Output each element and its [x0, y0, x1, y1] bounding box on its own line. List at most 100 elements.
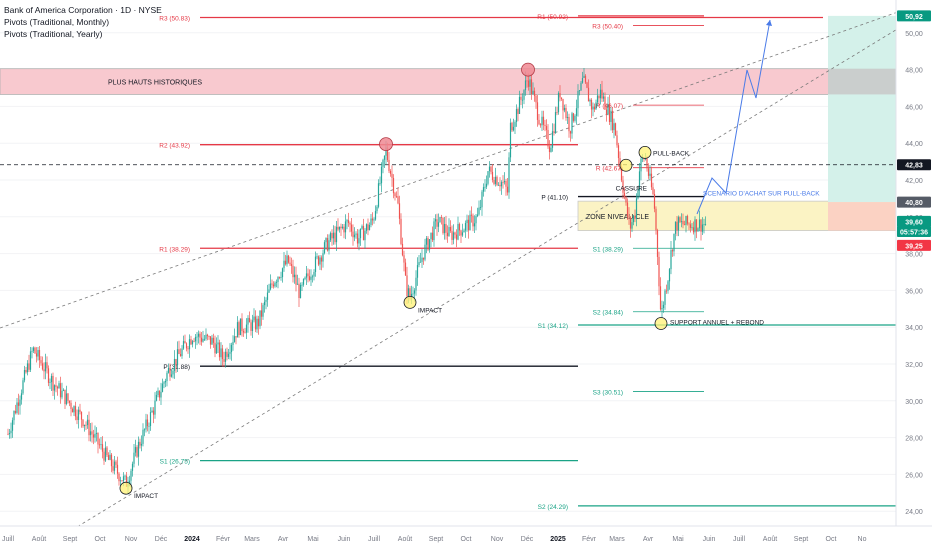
candle-body [598, 95, 600, 99]
pivot-level-label: R2 (43.92) [159, 143, 190, 150]
candle-body [541, 116, 543, 126]
candle-body [623, 192, 626, 197]
candle-body [554, 112, 557, 133]
candle-body [655, 208, 657, 231]
candle-body [118, 473, 120, 482]
candle-body [416, 265, 419, 278]
time-tick-label: 2024 [184, 536, 200, 543]
indicator-yearly-pivots[interactable]: Pivots (Traditional, Yearly) [4, 29, 103, 39]
candle-body [188, 339, 191, 350]
candle-body [503, 180, 506, 183]
candle-body [587, 87, 590, 102]
candle-body [298, 283, 300, 299]
candle-body [467, 219, 470, 231]
candle-body [518, 96, 521, 114]
candle-body [641, 158, 644, 160]
price-label-text: 42,83 [905, 163, 923, 170]
candle-body [281, 268, 284, 278]
candle-body [488, 166, 491, 172]
candle-body [220, 348, 222, 358]
pivot-level-label: P (41.10) [541, 195, 568, 202]
candle-body [581, 78, 584, 83]
candle-body [424, 244, 426, 260]
candle-body [125, 475, 128, 487]
candle-body [181, 348, 183, 357]
candle-body [301, 284, 303, 286]
candle-body [269, 283, 272, 290]
candle-body [28, 363, 30, 370]
candle-body [7, 433, 9, 435]
time-tick-label: Juill [733, 536, 746, 543]
candle-body [577, 90, 579, 109]
candle-body [295, 274, 297, 285]
time-axis-bg [0, 526, 932, 550]
candle-body [349, 223, 351, 225]
candle-body [512, 126, 515, 131]
time-tick-label: Mars [244, 536, 260, 543]
candle-body [451, 230, 453, 240]
candle-body [500, 182, 503, 187]
scenario-path [696, 19, 771, 215]
candle-body [470, 214, 473, 216]
candle-body [638, 171, 641, 191]
candle-body [479, 207, 482, 209]
candle-body [619, 158, 621, 167]
candle-body [85, 424, 87, 426]
candle-body [376, 206, 378, 212]
candle-body [637, 190, 639, 199]
candle-body [527, 80, 530, 87]
candle-body [97, 432, 99, 445]
candle-body [92, 434, 95, 438]
candle-body [185, 343, 188, 349]
candle-body [565, 107, 567, 118]
candle-body [217, 342, 219, 345]
price-label-text: 39,25 [905, 243, 923, 250]
candle-body [547, 130, 549, 147]
candle-body [421, 257, 423, 262]
candle-body [499, 184, 501, 187]
candle-body [536, 102, 539, 120]
annotation-label: SUPPORT ANNUEL + REBOND [670, 320, 764, 327]
candle-body [397, 196, 399, 204]
candle-body [71, 408, 74, 413]
candle-body [578, 90, 581, 92]
candle-body [427, 238, 429, 250]
candle-body [586, 82, 588, 88]
candle-body [520, 96, 522, 100]
price-tick-label: 24,00 [905, 509, 923, 516]
candle-body [263, 301, 266, 306]
candle-body [329, 233, 332, 241]
candle-body [199, 333, 201, 338]
pivot-level-label: R3 (50.40) [592, 23, 623, 30]
price-tick-label: 34,00 [905, 325, 923, 332]
candle-body [328, 240, 330, 251]
candle-body [628, 216, 630, 218]
candle-body [692, 227, 695, 233]
candle-body [43, 369, 45, 372]
zone-overlap [828, 68, 896, 95]
candle-body [331, 233, 333, 239]
candle-body [196, 336, 198, 338]
indicator-monthly-pivots[interactable]: Pivots (Traditional, Monthly) [4, 17, 110, 27]
candle-body [223, 359, 225, 362]
candle-body [440, 217, 443, 218]
candle-body [568, 116, 570, 132]
candle-body [229, 352, 231, 354]
candle-body [245, 324, 248, 333]
pivot-level-label: S1 (26.75) [160, 459, 190, 466]
candle-body [647, 168, 650, 176]
candle-body [172, 370, 174, 375]
candle-body [391, 173, 393, 178]
candle-body [104, 447, 107, 461]
candle-body [452, 232, 455, 240]
candle-body [191, 341, 194, 345]
candle-body [634, 215, 636, 219]
candle-body [683, 224, 686, 226]
candle-body [260, 310, 263, 317]
candle-body [113, 461, 116, 471]
candle-body [343, 226, 345, 233]
time-tick-label: Juin [703, 536, 716, 543]
price-tick-label: 46,00 [905, 104, 923, 111]
